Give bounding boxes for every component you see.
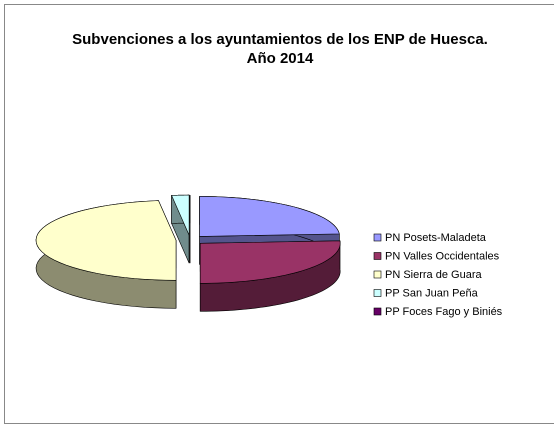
legend-swatch bbox=[373, 233, 382, 242]
pie-tops bbox=[35, 194, 341, 284]
legend-label: PN Sierra de Guara bbox=[385, 269, 482, 281]
chart-title: Subvenciones a los ayuntamientos de los … bbox=[72, 31, 488, 67]
legend-label: PN Valles Occidentales bbox=[385, 250, 500, 262]
legend-swatch bbox=[373, 307, 382, 316]
slice-top bbox=[35, 200, 177, 281]
legend-swatch bbox=[373, 270, 382, 279]
slice-top bbox=[199, 196, 340, 237]
legend-label: PP San Juan Peña bbox=[385, 287, 479, 299]
slice-top bbox=[171, 194, 190, 236]
legend-swatch bbox=[373, 252, 382, 260]
legend-swatch bbox=[373, 289, 382, 297]
legend-label: PN Posets-Maladeta bbox=[385, 232, 487, 244]
legend-label: PP Foces Fago y Biniés bbox=[385, 306, 503, 318]
slice-top bbox=[199, 240, 341, 284]
